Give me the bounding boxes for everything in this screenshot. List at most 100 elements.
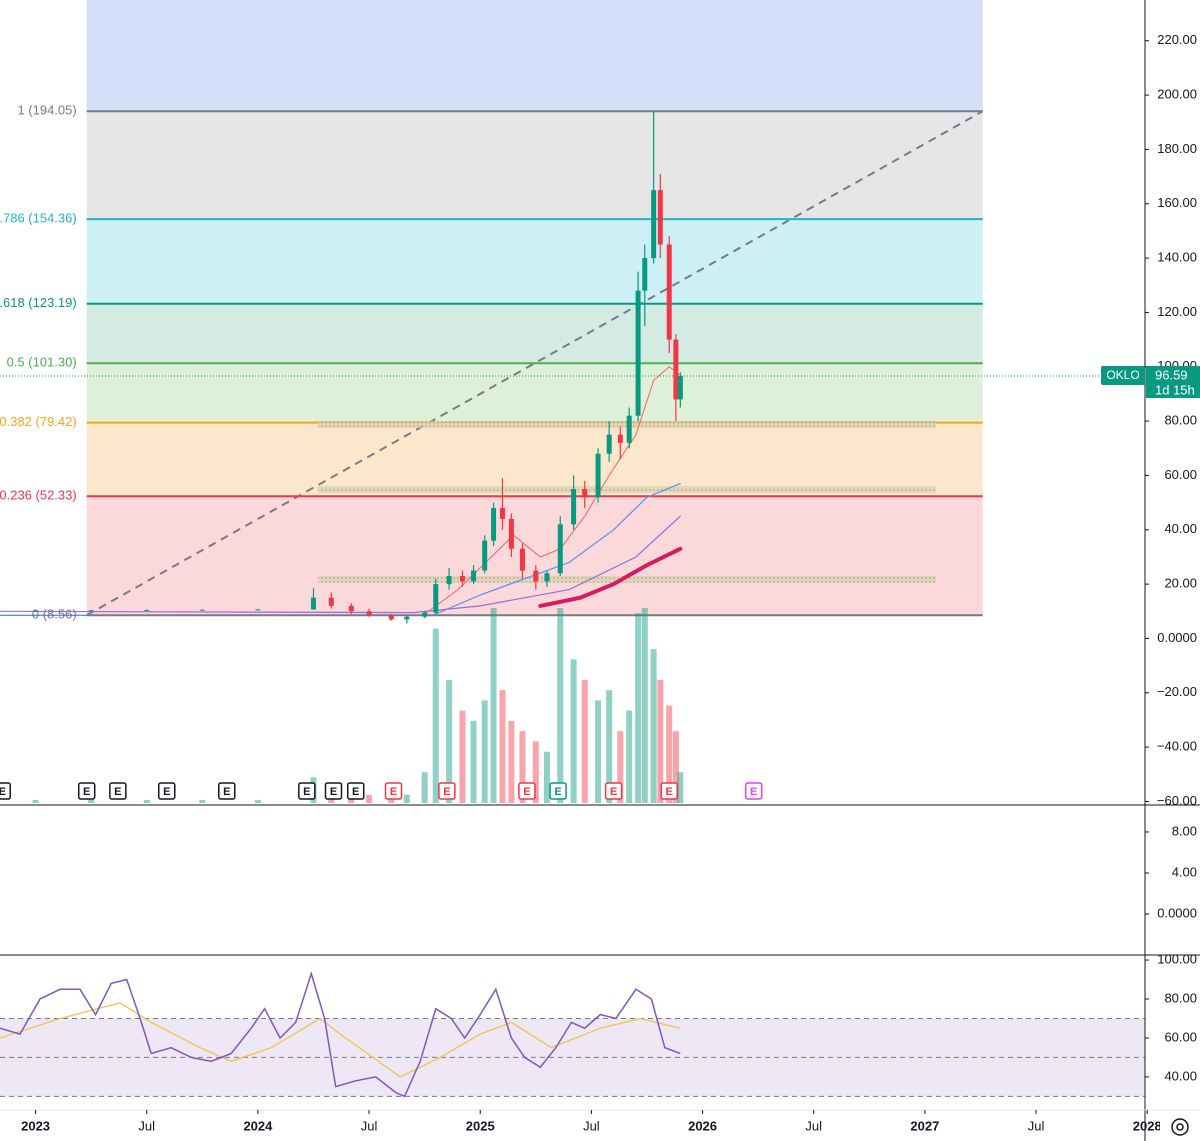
- pane2-tick-label: 4.00: [1172, 864, 1197, 879]
- y-tick-label: 160.00: [1157, 195, 1197, 210]
- rsi-tick-label: 60.00: [1164, 1029, 1197, 1044]
- earnings-label: E: [666, 786, 673, 798]
- fib-zone: [86, 363, 983, 423]
- earnings-label: E: [163, 786, 170, 798]
- earnings-marker: [518, 782, 536, 800]
- rsi-pane: [0, 971, 1145, 1098]
- earnings-label: E: [352, 786, 359, 798]
- candle-body: [666, 244, 672, 340]
- earnings-marker: [438, 782, 456, 800]
- candle-body: [571, 489, 577, 525]
- fib-zone: [86, 422, 983, 497]
- earnings-label: E: [223, 786, 230, 798]
- candle-body: [366, 611, 372, 616]
- candle-body: [255, 609, 261, 611]
- settings-icon[interactable]: [1160, 1111, 1200, 1141]
- volume-bar: [432, 628, 439, 803]
- volume-bar: [557, 608, 564, 803]
- candle-body: [433, 584, 439, 613]
- settings-gear-center: [1176, 1123, 1184, 1131]
- volume-bar: [388, 796, 395, 803]
- price-pane: 1 (194.05) 0.786 (154.36) 0.618 (123.19) 0.…: [0, 0, 1145, 803]
- earnings-label: E: [303, 786, 310, 798]
- y-tick-label: 20.00: [1164, 576, 1197, 591]
- volume-bar: [626, 710, 633, 803]
- volume-bar: [532, 741, 539, 803]
- volume-bar: [650, 649, 657, 803]
- candle-body: [582, 489, 588, 498]
- candle-body: [471, 570, 477, 582]
- earnings-marker: [109, 782, 127, 800]
- fib-level-label: 0.618 (123.19): [0, 295, 77, 310]
- volume-bar: [581, 679, 588, 803]
- candle-body: [446, 575, 452, 585]
- pane2-tick-label: 0.0000: [1157, 905, 1197, 920]
- volume-bar: [595, 700, 602, 803]
- volume-bar: [481, 700, 488, 803]
- volume-bar: [666, 705, 673, 803]
- earnings-marker: [384, 782, 403, 800]
- candle-body: [544, 573, 550, 582]
- rsi-ma-line: [0, 1002, 681, 1078]
- earnings-label: E: [554, 786, 561, 798]
- candle-body: [310, 597, 316, 610]
- moving-average: [0, 515, 681, 614]
- candle-body: [677, 376, 683, 400]
- x-tick-label: Jul: [138, 1118, 155, 1133]
- y-tick-label: 80.00: [1164, 413, 1197, 428]
- volume-bar: [606, 690, 613, 803]
- candle-body: [673, 339, 679, 400]
- candle-body: [144, 609, 150, 611]
- rsi-tick-label: 40.00: [1164, 1068, 1197, 1083]
- y-tick-label: 120.00: [1157, 304, 1197, 319]
- fib-level-label: 0.382 (79.42): [0, 414, 77, 429]
- y-tick-label: 0.0000: [1157, 630, 1197, 645]
- fib-level-label: 0 (8.56): [32, 607, 77, 622]
- settings-gear[interactable]: [1171, 1118, 1189, 1136]
- candle-body: [422, 612, 428, 617]
- candle-body: [404, 616, 410, 620]
- x-tick-label: Jul: [805, 1118, 822, 1133]
- moving-average: [435, 483, 681, 615]
- earnings-label: E: [114, 786, 121, 798]
- candle-body: [519, 548, 525, 571]
- candle-body: [33, 610, 39, 612]
- fib-extension-zone: [86, 0, 983, 112]
- earnings-marker: [77, 782, 96, 800]
- fib-zone: [86, 496, 983, 616]
- y-tick-label: 180.00: [1157, 141, 1197, 156]
- candle-body: [595, 453, 601, 498]
- earnings-marker: [324, 782, 343, 800]
- symbol-tag: [1101, 366, 1145, 386]
- earnings-marker: [346, 782, 365, 800]
- price-tag: [1146, 366, 1200, 399]
- fib-zone: [86, 219, 983, 304]
- earnings-label: E: [330, 786, 337, 798]
- candle-body: [328, 597, 334, 606]
- volume-bar: [403, 794, 410, 803]
- candle-body: [348, 605, 354, 612]
- x-tick-label: 2025: [466, 1118, 495, 1133]
- last-price-label: 96.59: [1155, 367, 1188, 382]
- earnings-marker: [298, 782, 316, 800]
- volume-bar: [459, 710, 466, 803]
- candle-body: [651, 190, 657, 259]
- candle-body: [557, 524, 563, 574]
- x-tick-label: 2028: [1133, 1118, 1162, 1133]
- volume-bar: [543, 751, 550, 803]
- candle-body: [199, 609, 205, 611]
- settings-bg: [1160, 1111, 1200, 1141]
- volume-bar: [499, 690, 506, 803]
- candle-body: [88, 610, 94, 612]
- y-tick-label: −40.00: [1157, 739, 1197, 754]
- candle-body: [657, 190, 663, 245]
- fib-level-label: 0.5 (101.30): [7, 355, 77, 370]
- fib-level-label: 0.236 (52.33): [0, 488, 77, 503]
- volume-bar: [446, 679, 453, 803]
- earnings-marker: [218, 782, 236, 800]
- earnings-label: E: [750, 786, 757, 798]
- candle-body: [491, 508, 497, 541]
- earnings-marker: [744, 782, 763, 800]
- rsi-line: [0, 971, 681, 1098]
